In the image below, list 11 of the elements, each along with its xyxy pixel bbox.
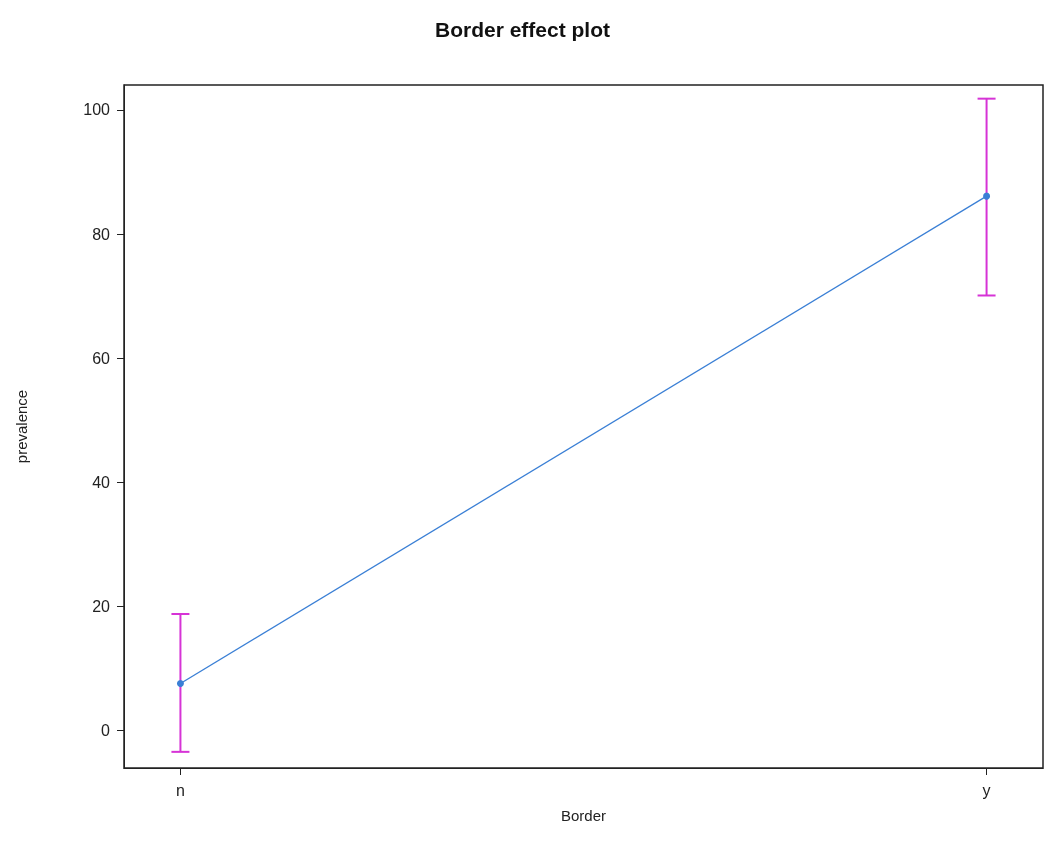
y-tick-label: 0: [101, 722, 111, 740]
y-tick-label: 20: [92, 598, 111, 616]
y-tick-label: 100: [83, 101, 111, 119]
x-axis-title: Border: [560, 807, 607, 824]
y-tick-label: 80: [92, 225, 111, 243]
chart-title: Border effect plot: [434, 18, 611, 41]
y-tick-label: 40: [92, 473, 111, 491]
y-tick-label: 60: [92, 349, 111, 367]
x-tick-label: n: [175, 781, 185, 799]
x-tick-label: y: [982, 781, 991, 799]
y-axis-title: prevalence: [13, 389, 30, 464]
